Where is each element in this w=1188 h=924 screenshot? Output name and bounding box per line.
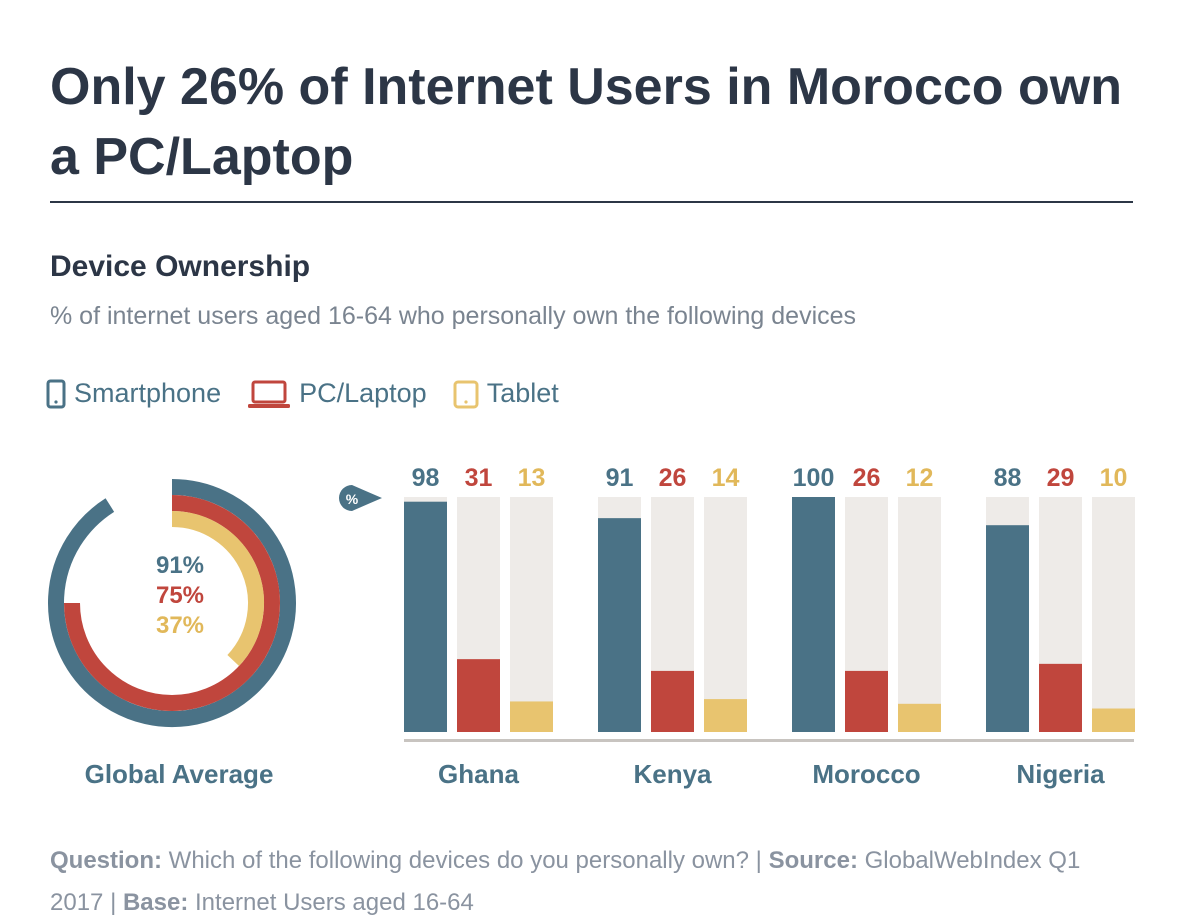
bar-pc-kenya [651,670,694,732]
bar-track [1092,497,1135,732]
footer-separator: | [755,847,762,874]
footer-question-text: Which of the following devices do you pe… [168,847,749,874]
footer-source-text: GlobalWebIndex Q1 2017 [50,847,1081,916]
bar-value-label-pc-ghana: 31 [465,464,493,492]
bar-track [704,497,747,732]
footer-question-label: Question: [50,847,162,874]
category-label-morocco: Morocco [812,759,920,789]
bar-value-label-tablet-nigeria: 10 [1100,464,1128,492]
bar-pc-ghana [457,659,500,732]
percent-axis-badge: % [339,485,382,511]
donut-arc-smartphone [48,479,296,727]
bar-pc-nigeria [1039,663,1082,732]
bar-value-label-smartphone-morocco: 100 [793,464,835,492]
footer-separator: | [110,889,117,916]
bar-value-label-pc-nigeria: 29 [1047,464,1075,492]
bar-tablet-kenya [704,699,747,732]
bar-tablet-ghana [510,701,553,732]
category-label-kenya: Kenya [633,759,712,789]
category-label-global-average: Global Average [85,759,274,789]
laptop-icon [248,380,291,408]
legend-label-pc: PC/Laptop [299,378,427,408]
chart-subtitle: Device Ownership [50,250,311,283]
device-ownership-chart: 91% 75% 37% Global Average% 98 31 13 Ghana 91 26 1… [48,464,1135,789]
footer-note: Question: Which of the following devices… [50,840,1140,924]
chart-title: Only 26% of Internet Users in Morocco ow… [50,58,1122,186]
tablet-icon [453,380,479,408]
donut-value-label-tablet: 37% [156,612,204,639]
legend-label-smartphone: Smartphone [74,378,222,408]
donut-value-label-pc: 75% [156,582,204,609]
axis-badge-label: % [346,491,359,507]
bar-pc-morocco [845,670,888,732]
bar-value-label-pc-morocco: 26 [853,464,881,492]
footer-source-label: Source: [768,847,858,874]
bar-smartphone-nigeria [986,525,1029,732]
bar-value-label-tablet-morocco: 12 [906,464,934,492]
bar-value-label-pc-kenya: 26 [659,464,687,492]
bar-value-label-tablet-ghana: 13 [518,464,546,492]
bar-smartphone-kenya [598,518,641,732]
chart-description: % of internet users aged 16-64 who perso… [50,302,857,330]
legend-label-tablet: Tablet [486,378,559,408]
category-label-nigeria: Nigeria [1016,759,1105,789]
bar-smartphone-morocco [792,497,835,732]
donut-arc-pc [64,495,280,711]
legend: Smartphone PC/Laptop Tablet [46,378,585,409]
bar-track [898,497,941,732]
legend-item-tablet: Tablet [453,378,559,409]
bar-value-label-smartphone-kenya: 91 [606,464,634,492]
bar-value-label-smartphone-ghana: 98 [412,464,440,492]
footer-base-text: Internet Users aged 16-64 [195,889,474,916]
donut-value-label-smartphone: 91% [156,552,204,579]
smartphone-icon [46,379,66,408]
bar-tablet-nigeria [1092,708,1135,732]
bar-value-label-tablet-kenya: 14 [712,464,740,492]
bar-value-label-smartphone-nigeria: 88 [994,464,1022,492]
title-divider [50,201,1133,203]
legend-item-pc: PC/Laptop [247,378,427,409]
legend-item-smartphone: Smartphone [46,378,221,409]
footer-base-label: Base: [122,889,189,916]
bar-tablet-morocco [898,703,941,732]
x-axis-baseline [404,739,1134,742]
bar-smartphone-ghana [404,501,447,732]
donut-arc-tablet [171,511,264,666]
bar-track [510,497,553,732]
category-label-ghana: Ghana [438,759,519,789]
axis-badge-shape [339,485,382,511]
